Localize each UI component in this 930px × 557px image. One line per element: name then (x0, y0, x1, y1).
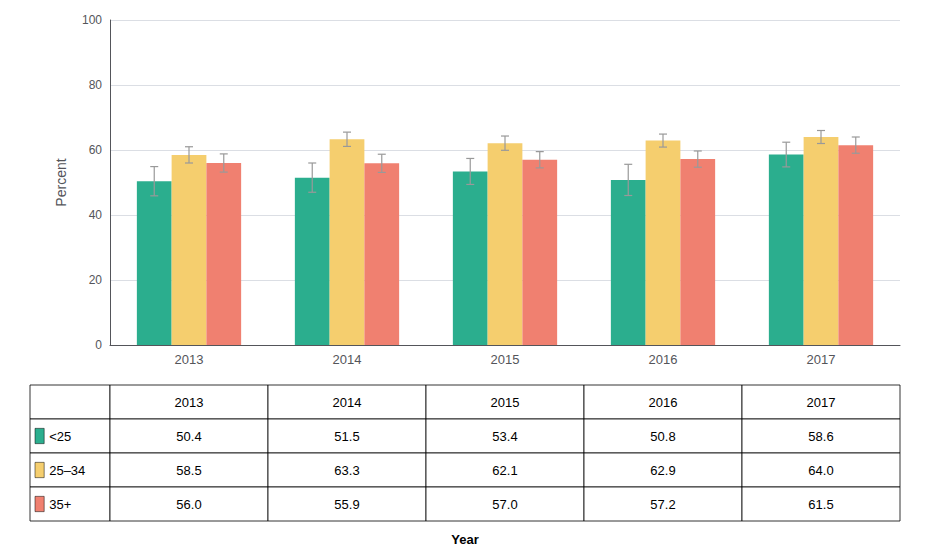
svg-text:2013: 2013 (175, 352, 204, 367)
svg-text:80: 80 (89, 78, 103, 92)
svg-text:2014: 2014 (333, 395, 362, 410)
svg-text:51.5: 51.5 (334, 429, 359, 444)
svg-text:20: 20 (89, 273, 103, 287)
svg-text:100: 100 (82, 13, 102, 27)
svg-text:64.0: 64.0 (808, 463, 833, 478)
svg-text:2016: 2016 (649, 352, 678, 367)
svg-text:63.3: 63.3 (334, 463, 359, 478)
svg-text:35+: 35+ (49, 497, 71, 512)
svg-text:57.0: 57.0 (492, 497, 517, 512)
svg-text:<25: <25 (49, 429, 71, 444)
svg-text:2015: 2015 (491, 352, 520, 367)
svg-text:Percent: Percent (53, 158, 69, 206)
svg-text:25–34: 25–34 (49, 463, 85, 478)
svg-text:Year: Year (451, 532, 478, 547)
svg-text:60: 60 (89, 143, 103, 157)
svg-text:61.5: 61.5 (808, 497, 833, 512)
svg-text:62.1: 62.1 (492, 463, 517, 478)
svg-text:2016: 2016 (649, 395, 678, 410)
svg-text:56.0: 56.0 (176, 497, 201, 512)
svg-text:50.8: 50.8 (650, 429, 675, 444)
svg-text:2017: 2017 (807, 395, 836, 410)
svg-text:50.4: 50.4 (176, 429, 201, 444)
svg-text:2013: 2013 (175, 395, 204, 410)
svg-text:55.9: 55.9 (334, 497, 359, 512)
svg-text:2015: 2015 (491, 395, 520, 410)
svg-text:40: 40 (89, 208, 103, 222)
svg-text:0: 0 (95, 338, 102, 352)
svg-text:57.2: 57.2 (650, 497, 675, 512)
svg-text:53.4: 53.4 (492, 429, 517, 444)
svg-text:62.9: 62.9 (650, 463, 675, 478)
svg-text:58.5: 58.5 (176, 463, 201, 478)
svg-text:2014: 2014 (333, 352, 362, 367)
svg-text:2017: 2017 (807, 352, 836, 367)
svg-text:58.6: 58.6 (808, 429, 833, 444)
